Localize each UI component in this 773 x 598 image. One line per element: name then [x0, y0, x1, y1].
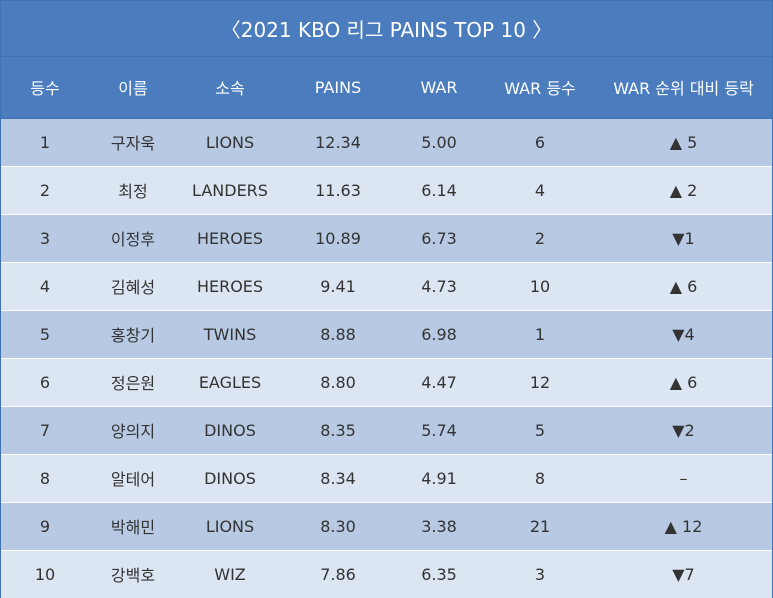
table-cell: ▼1 [595, 214, 772, 263]
header-row: 등수 이름 소속 PAINS WAR WAR 등수 WAR 순위 대비 등락 [1, 57, 772, 119]
table-cell: 4 [485, 166, 595, 215]
table-cell: 2 [1, 166, 89, 215]
table-cell: 김혜성 [89, 262, 177, 311]
table-cell: 6.98 [393, 310, 485, 359]
column-header: 소속 [177, 57, 283, 119]
table-cell: 9.41 [283, 262, 393, 311]
column-header: WAR 순위 대비 등락 [595, 57, 772, 119]
table-cell: 5 [485, 406, 595, 455]
table-cell: LIONS [177, 118, 283, 167]
table-row: 2 최정 LANDERS 11.63 6.14 4 ▲ 2 [1, 166, 772, 215]
table-cell: 6 [485, 118, 595, 167]
table-cell: ▲ 6 [595, 262, 772, 311]
table-row: 7 양의지 DINOS 8.35 5.74 5 ▼2 [1, 406, 772, 455]
table-cell: 최정 [89, 166, 177, 215]
table-cell: 5.74 [393, 406, 485, 455]
table-cell: 8.35 [283, 406, 393, 455]
table-cell: 6.73 [393, 214, 485, 263]
table-row: 4 김혜성 HEROES 9.41 4.73 10 ▲ 6 [1, 262, 772, 311]
column-header: WAR [393, 57, 485, 119]
table-cell: ▲ 2 [595, 166, 772, 215]
table-cell: 4 [1, 262, 89, 311]
table-cell: 박해민 [89, 502, 177, 551]
table-cell: 5 [1, 310, 89, 359]
table-cell: 8.88 [283, 310, 393, 359]
table-cell: 12 [485, 358, 595, 407]
table-cell: 4.47 [393, 358, 485, 407]
table-cell: 21 [485, 502, 595, 551]
column-header: WAR 등수 [485, 57, 595, 119]
table-cell: EAGLES [177, 358, 283, 407]
table-row: 9 박해민 LIONS 8.30 3.38 21 ▲ 12 [1, 502, 772, 551]
table-cell: 3.38 [393, 502, 485, 551]
table-cell: ▲ 5 [595, 118, 772, 167]
table-cell: 8.34 [283, 454, 393, 503]
table-cell: ▼7 [672, 564, 695, 584]
table-cell: 4.73 [393, 262, 485, 311]
column-header: 이름 [89, 57, 177, 119]
table-cell: WIZ [214, 564, 246, 584]
table-cell: TWINS [177, 310, 283, 359]
table-cell: 이정후 [89, 214, 177, 263]
table-cell: 정은원 [89, 358, 177, 407]
table-cell: 5.00 [393, 118, 485, 167]
table-cell: 10 [34, 564, 56, 584]
table-cell: 7 [1, 406, 89, 455]
table-cell: 홍창기 [89, 310, 177, 359]
table-cell: ▲ 12 [595, 502, 772, 551]
table-row: 6 정은원 EAGLES 8.80 4.47 12 ▲ 6 [1, 358, 772, 407]
table-body: 1 구자욱 LIONS 12.34 5.00 6 ▲ 5 2 최정 LANDERS 11.63 6.1… [1, 118, 772, 598]
table-cell: HEROES [177, 262, 283, 311]
table-cell: 8 [485, 454, 595, 503]
table-cell: DINOS [177, 454, 283, 503]
table-cell: 양의지 [89, 406, 177, 455]
table-cell: ▼4 [595, 310, 772, 359]
table-title: 〈2021 KBO 리그 PAINS TOP 10 〉 [1, 1, 772, 57]
table-cell: 11.63 [283, 166, 393, 215]
table-cell: 8.30 [283, 502, 393, 551]
table-cell: 10 [485, 262, 595, 311]
table-cell: 강백호 [110, 566, 156, 586]
table-cell: LIONS [177, 502, 283, 551]
table-cell: 6.14 [393, 166, 485, 215]
table-cell: 2 [485, 214, 595, 263]
table-cell: 3 [534, 564, 546, 584]
table-row: 1 구자욱 LIONS 12.34 5.00 6 ▲ 5 [1, 118, 772, 167]
table-cell: 8.80 [283, 358, 393, 407]
table-cell: 3 [1, 214, 89, 263]
table-row: 5 홍창기 TWINS 8.88 6.98 1 ▼4 [1, 310, 772, 359]
table-cell: 7.86 [320, 564, 356, 584]
table-cell: LANDERS [177, 166, 283, 215]
table-row: 10 강백호 WIZ 7.86 6.35 3 ▼7 [1, 550, 772, 598]
table-cell: ▲ 6 [595, 358, 772, 407]
column-header: PAINS [283, 57, 393, 119]
table-cell: 10.89 [283, 214, 393, 263]
table-cell: 1 [1, 118, 89, 167]
table-cell: 구자욱 [89, 118, 177, 167]
table-cell: 12.34 [283, 118, 393, 167]
table-cell: 9 [1, 502, 89, 551]
table-cell: 1 [485, 310, 595, 359]
pains-table: 등수 이름 소속 PAINS WAR WAR 등수 WAR 순위 대비 등락 1 구자욱 LIO… [1, 57, 772, 598]
table-cell: 4.91 [393, 454, 485, 503]
table-row: 8 알테어 DINOS 8.34 4.91 8– [1, 454, 772, 503]
table-cell: – [595, 454, 772, 503]
table-cell: DINOS [177, 406, 283, 455]
column-header: 등수 [1, 57, 89, 119]
table-row: 3 이정후 HEROES 10.89 6.73 2 ▼1 [1, 214, 772, 263]
table-cell: 8 [1, 454, 89, 503]
table-cell: 6 [1, 358, 89, 407]
table-cell: HEROES [177, 214, 283, 263]
table-cell: ▼2 [595, 406, 772, 455]
table-cell: 알테어 [89, 454, 177, 503]
table-cell: 6.35 [421, 564, 457, 584]
